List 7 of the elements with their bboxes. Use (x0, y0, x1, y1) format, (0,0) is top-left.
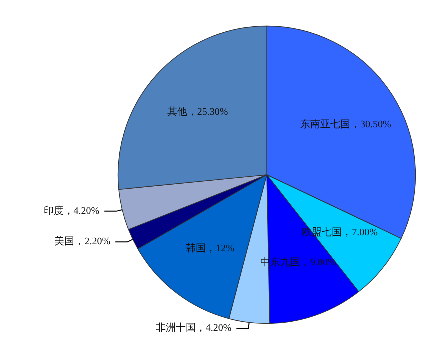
slice-label: 韩国，12% (186, 242, 234, 255)
slice-label: 非洲十国，4.20% (156, 322, 232, 334)
slice-label: 东南亚七国，30.50% (300, 118, 392, 131)
slice-label: 欧盟七国，7.00% (302, 226, 378, 239)
slice-label: 美国，2.20% (54, 236, 111, 248)
slice-label: 印度，4.20% (44, 204, 100, 217)
slice-label: 其他，25.30% (167, 106, 228, 118)
